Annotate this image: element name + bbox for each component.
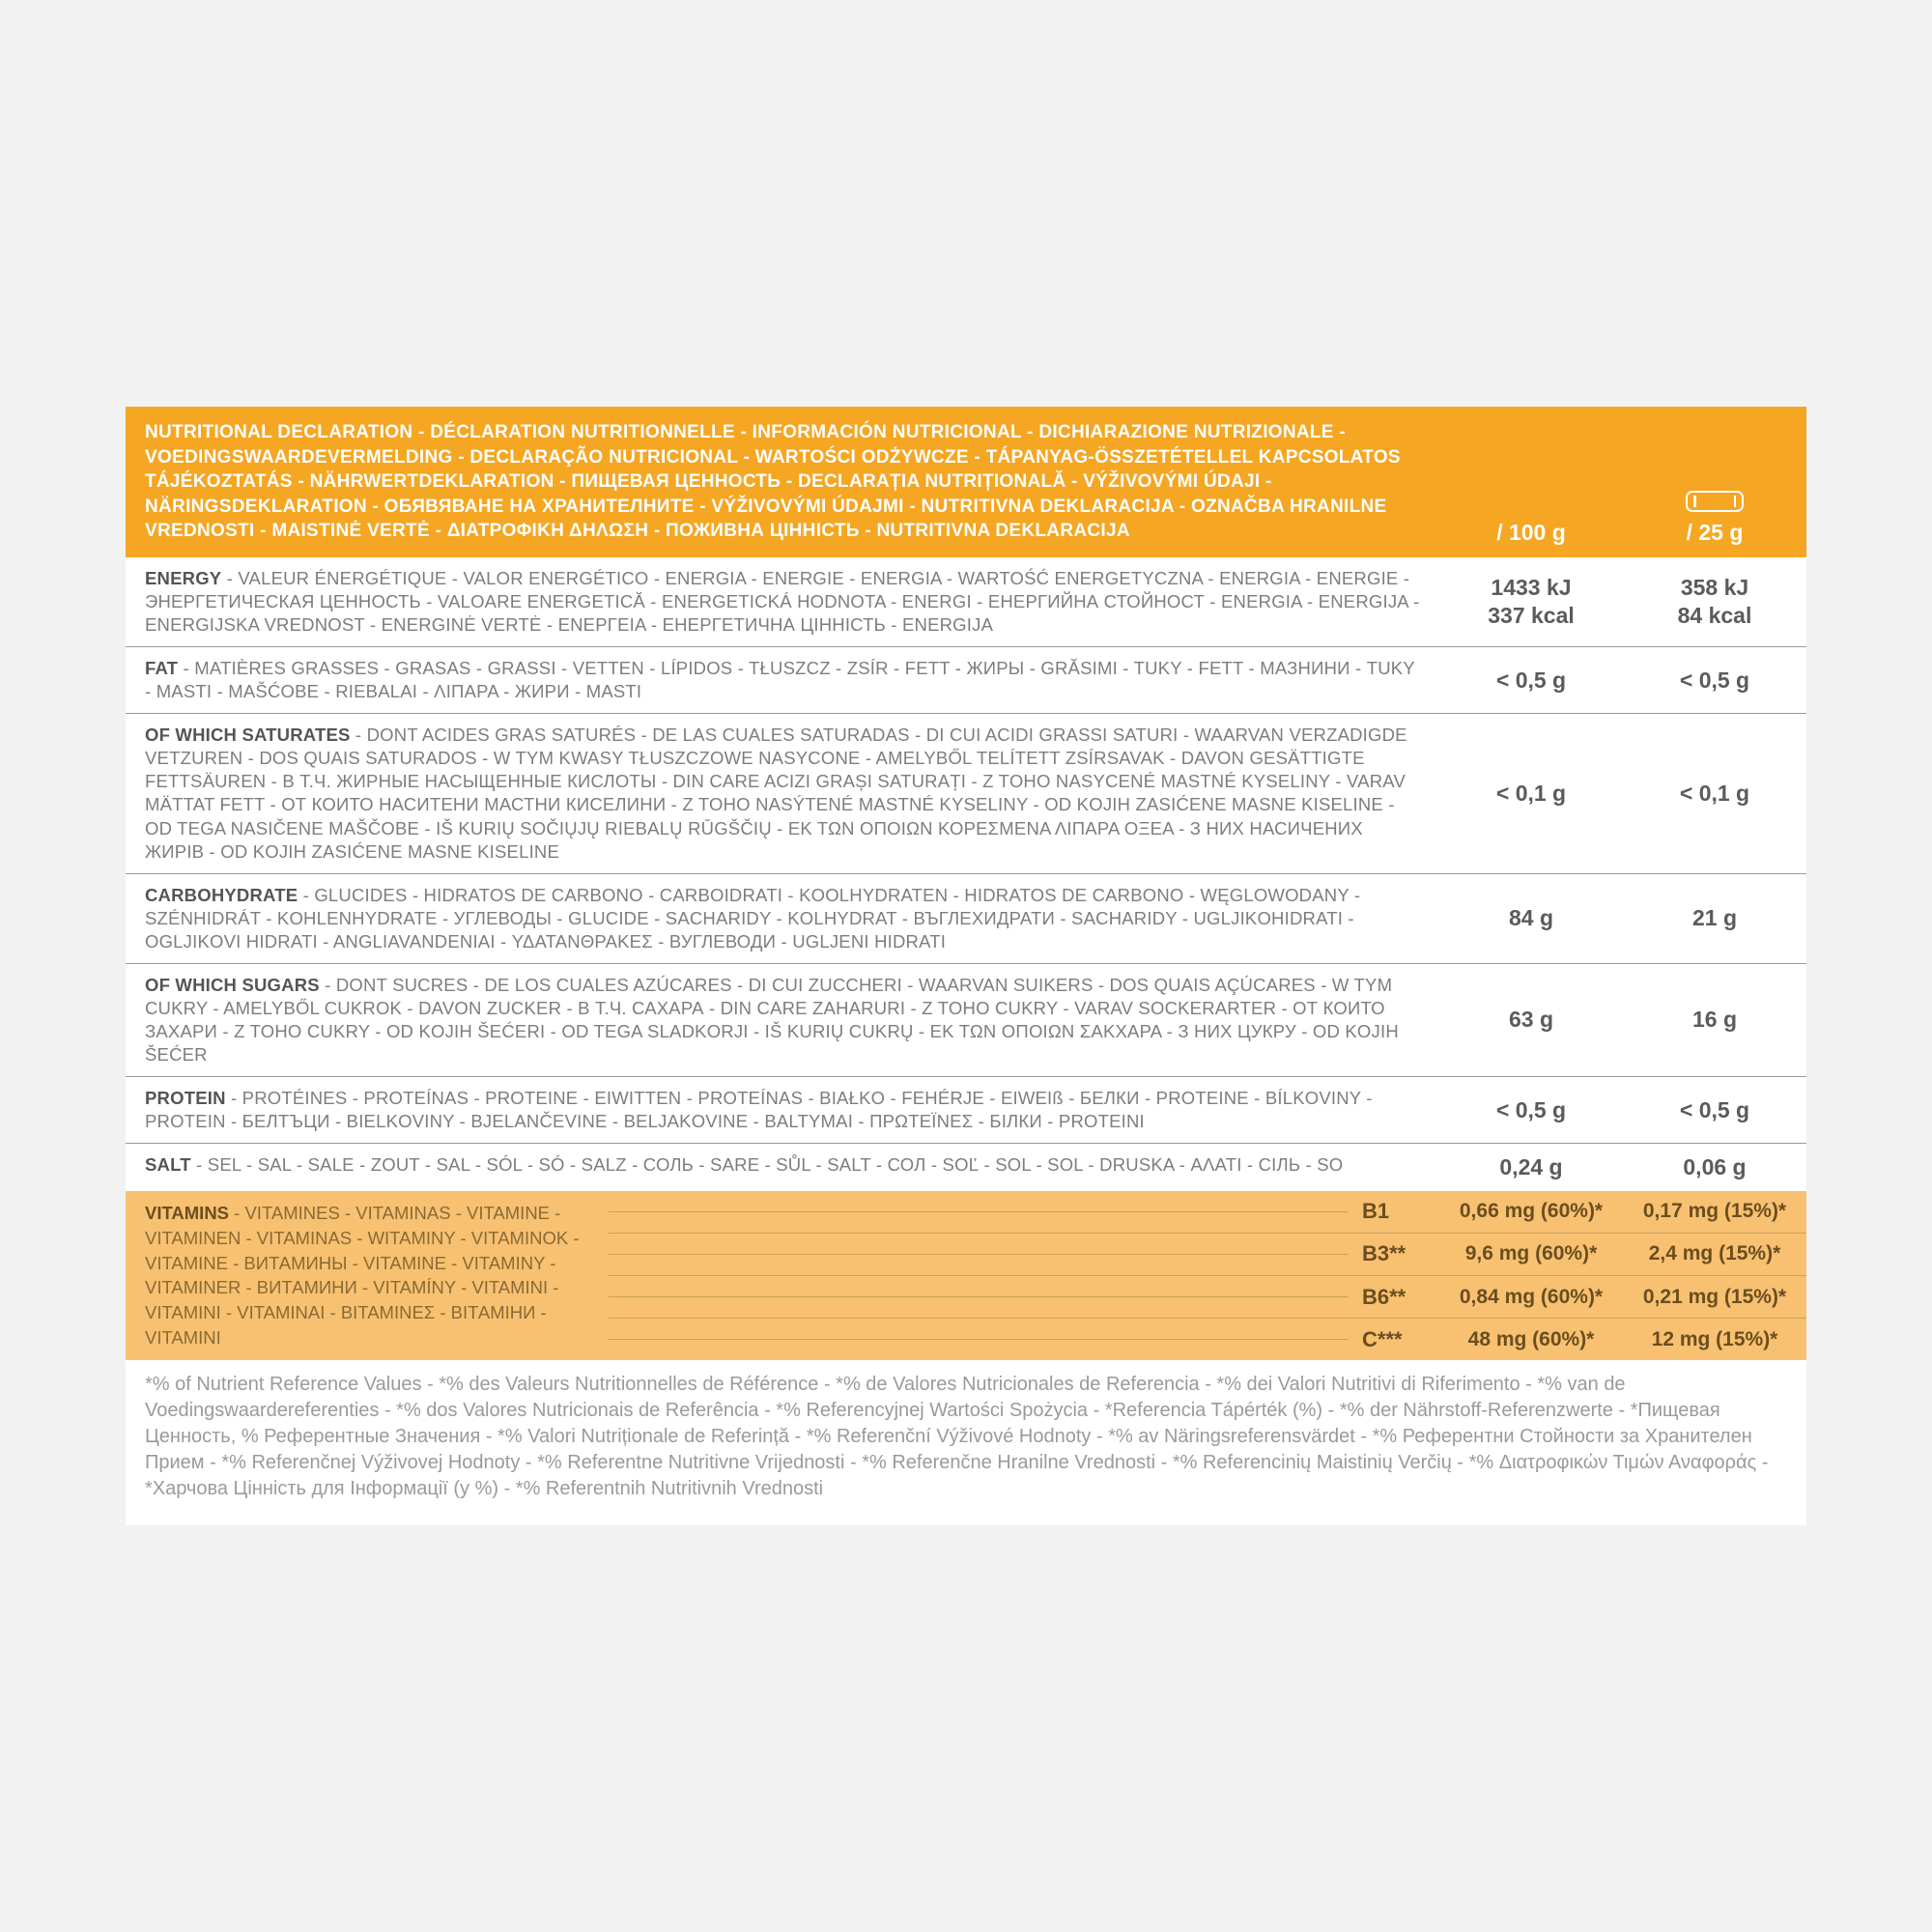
row-lead: CARBOHYDRATE [145, 885, 298, 905]
header-columns: / 100 g / 25 g [1439, 407, 1806, 557]
bar-icon [1686, 491, 1744, 512]
value-100g: 63 g [1439, 964, 1623, 1076]
row-lead: SALT [145, 1154, 191, 1175]
value-25g: < 0,5 g [1623, 647, 1806, 713]
row-lead: OF WHICH SATURATES [145, 724, 351, 745]
row-label: PROTEIN - PROTÉINES - PROTEÍNAS - PROTEI… [126, 1077, 1439, 1143]
row-label: SALT - SEL - SAL - SALE - ZOUT - SAL - S… [126, 1144, 1439, 1191]
row-label: OF WHICH SUGARS - DONT SUCRES - DE LOS C… [126, 964, 1439, 1076]
value-25g: < 0,1 g [1623, 714, 1806, 872]
vitamin-row: B3**9,6 mg (60%)*2,4 mg (15%)* [609, 1234, 1806, 1276]
table-row: ENERGY - VALEUR ÉNERGÉTIQUE - VALOR ENER… [126, 557, 1806, 647]
vitamin-name-cell: B6** [609, 1285, 1439, 1310]
value-100g: 0,24 g [1439, 1144, 1623, 1191]
nutrient-rows: ENERGY - VALEUR ÉNERGÉTIQUE - VALOR ENER… [126, 557, 1806, 1191]
row-rest: - PROTÉINES - PROTEÍNAS - PROTEINE - EIW… [145, 1088, 1373, 1131]
col-label-100g: / 100 g [1496, 520, 1566, 546]
row-label: ENERGY - VALEUR ÉNERGÉTIQUE - VALOR ENER… [126, 557, 1439, 646]
vitamin-value-25g: 0,17 mg (15%)* [1623, 1200, 1806, 1223]
row-rest: - DONT ACIDES GRAS SATURÉS - DE LAS CUAL… [145, 724, 1407, 861]
header-title: NUTRITIONAL DECLARATION - DÉCLARATION NU… [126, 407, 1439, 557]
vitamins-rest: - VITAMINES - VITAMINAS - VITAMINE - VIT… [145, 1203, 579, 1348]
row-rest: - VALEUR ÉNERGÉTIQUE - VALOR ENERGÉTICO … [145, 568, 1420, 635]
value-25g: 21 g [1623, 874, 1806, 963]
value-25g: 16 g [1623, 964, 1806, 1076]
row-lead: PROTEIN [145, 1088, 226, 1108]
vitamin-value-100g: 0,84 mg (60%)* [1439, 1286, 1623, 1309]
header-col-25g: / 25 g [1623, 407, 1806, 557]
vitamin-value-25g: 0,21 mg (15%)* [1623, 1286, 1806, 1309]
vitamin-value-100g: 9,6 mg (60%)* [1439, 1242, 1623, 1265]
row-rest: - GLUCIDES - HIDRATOS DE CARBONO - CARBO… [145, 885, 1360, 952]
row-rest: - MATIÈRES GRASSES - GRASAS - GRASSI - V… [145, 658, 1415, 701]
value-100g: < 0,1 g [1439, 714, 1623, 872]
value-100g: < 0,5 g [1439, 647, 1623, 713]
vitamin-name: B3** [1362, 1241, 1439, 1266]
vitamin-leader-line [609, 1211, 1349, 1212]
vitamin-name-cell: C*** [609, 1327, 1439, 1352]
vitamins-lead: VITAMINS [145, 1203, 229, 1223]
table-row: OF WHICH SATURATES - DONT ACIDES GRAS SA… [126, 714, 1806, 873]
row-lead: FAT [145, 658, 178, 678]
vitamin-value-100g: 0,66 mg (60%)* [1439, 1200, 1623, 1223]
value-25g: < 0,5 g [1623, 1077, 1806, 1143]
table-row: PROTEIN - PROTÉINES - PROTEÍNAS - PROTEI… [126, 1077, 1806, 1144]
table-row: OF WHICH SUGARS - DONT SUCRES - DE LOS C… [126, 964, 1806, 1077]
vitamin-leader-line [609, 1296, 1349, 1297]
vitamin-row: B6**0,84 mg (60%)*0,21 mg (15%)* [609, 1276, 1806, 1319]
vitamin-leader-line [609, 1339, 1349, 1340]
row-label: OF WHICH SATURATES - DONT ACIDES GRAS SA… [126, 714, 1439, 872]
table-row: SALT - SEL - SAL - SALE - ZOUT - SAL - S… [126, 1144, 1806, 1191]
value-25g: 0,06 g [1623, 1144, 1806, 1191]
vitamin-name: B6** [1362, 1285, 1439, 1310]
row-rest: - SEL - SAL - SALE - ZOUT - SAL - SÓL - … [191, 1154, 1344, 1175]
vitamins-label: VITAMINS - VITAMINES - VITAMINAS - VITAM… [126, 1191, 609, 1360]
vitamin-name-cell: B1 [609, 1199, 1439, 1224]
vitamin-name: B1 [1362, 1199, 1439, 1224]
row-label: FAT - MATIÈRES GRASSES - GRASAS - GRASSI… [126, 647, 1439, 713]
table-row: CARBOHYDRATE - GLUCIDES - HIDRATOS DE CA… [126, 874, 1806, 964]
col-label-25g: / 25 g [1687, 520, 1744, 546]
value-100g: 1433 kJ337 kcal [1439, 557, 1623, 646]
vitamin-rows: B10,66 mg (60%)*0,17 mg (15%)*B3**9,6 mg… [609, 1191, 1806, 1360]
vitamins-block: VITAMINS - VITAMINES - VITAMINAS - VITAM… [126, 1191, 1806, 1360]
table-header: NUTRITIONAL DECLARATION - DÉCLARATION NU… [126, 407, 1806, 557]
vitamin-leader-line [609, 1254, 1349, 1255]
row-label: CARBOHYDRATE - GLUCIDES - HIDRATOS DE CA… [126, 874, 1439, 963]
vitamin-value-100g: 48 mg (60%)* [1439, 1328, 1623, 1351]
value-100g: < 0,5 g [1439, 1077, 1623, 1143]
nutrition-table: NUTRITIONAL DECLARATION - DÉCLARATION NU… [126, 407, 1806, 1525]
footnote: *% of Nutrient Reference Values - *% des… [126, 1360, 1806, 1525]
vitamin-name-cell: B3** [609, 1241, 1439, 1266]
value-25g: 358 kJ84 kcal [1623, 557, 1806, 646]
row-lead: OF WHICH SUGARS [145, 975, 320, 995]
vitamin-row: B10,66 mg (60%)*0,17 mg (15%)* [609, 1191, 1806, 1234]
vitamin-row: C***48 mg (60%)*12 mg (15%)* [609, 1319, 1806, 1360]
row-lead: ENERGY [145, 568, 221, 588]
vitamin-name: C*** [1362, 1327, 1439, 1352]
vitamin-value-25g: 12 mg (15%)* [1623, 1328, 1806, 1351]
value-100g: 84 g [1439, 874, 1623, 963]
vitamin-value-25g: 2,4 mg (15%)* [1623, 1242, 1806, 1265]
row-rest: - DONT SUCRES - DE LOS CUALES AZÚCARES -… [145, 975, 1399, 1065]
header-col-100g: / 100 g [1439, 407, 1623, 557]
table-row: FAT - MATIÈRES GRASSES - GRASAS - GRASSI… [126, 647, 1806, 714]
